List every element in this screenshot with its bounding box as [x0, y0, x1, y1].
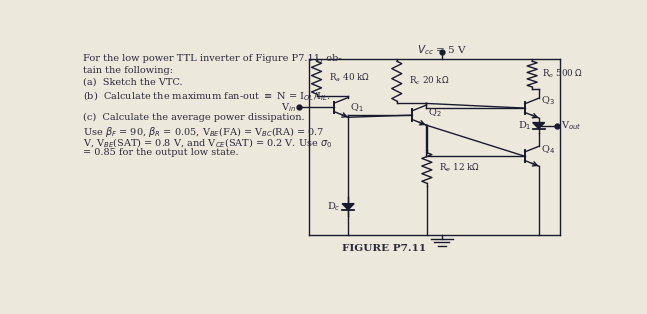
- Text: (b)  Calculate the maximum fan-out $\equiv$ N = I$_{OL}$/I$_{IL}$.: (b) Calculate the maximum fan-out $\equi…: [83, 89, 331, 103]
- Text: Q$_2$: Q$_2$: [428, 106, 441, 119]
- Text: (c)  Calculate the average power dissipation.: (c) Calculate the average power dissipat…: [83, 113, 305, 122]
- Text: V$_{in}$: V$_{in}$: [281, 101, 296, 114]
- Text: $V_{cc}$ = 5 V: $V_{cc}$ = 5 V: [417, 44, 467, 57]
- Text: R$_o$ 500 $\Omega$: R$_o$ 500 $\Omega$: [542, 68, 584, 80]
- Text: Use $\beta_F$ = 90, $\beta_R$ = 0.05, V$_{BE}$(FA) = V$_{BC}$(RA) = 0.7: Use $\beta_F$ = 90, $\beta_R$ = 0.05, V$…: [83, 125, 325, 138]
- Text: R$_c$ 20 k$\Omega$: R$_c$ 20 k$\Omega$: [410, 75, 450, 87]
- Polygon shape: [532, 122, 545, 129]
- Text: V, V$_{BE}$(SAT) = 0.8 V, and V$_{CE}$(SAT) = 0.2 V. Use $\sigma_0$: V, V$_{BE}$(SAT) = 0.8 V, and V$_{CE}$(S…: [83, 136, 333, 150]
- Text: Q$_1$: Q$_1$: [350, 101, 364, 114]
- Text: D$_1$: D$_1$: [518, 119, 531, 132]
- Text: V$_{out}$: V$_{out}$: [561, 119, 582, 132]
- Text: Q$_3$: Q$_3$: [541, 95, 555, 107]
- Text: R$_e$ 12 k$\Omega$: R$_e$ 12 k$\Omega$: [439, 162, 480, 174]
- Text: Q$_4$: Q$_4$: [541, 143, 555, 155]
- Text: tain the following:: tain the following:: [83, 66, 173, 75]
- Text: D$_c$: D$_c$: [327, 200, 340, 213]
- Text: (a)  Sketch the VTC.: (a) Sketch the VTC.: [83, 78, 183, 87]
- Polygon shape: [342, 204, 354, 210]
- Text: = 0.85 for the output low state.: = 0.85 for the output low state.: [83, 148, 239, 157]
- Text: R$_a$ 40 k$\Omega$: R$_a$ 40 k$\Omega$: [329, 71, 370, 84]
- Text: For the low power TTL inverter of Figure P7.11, ob-: For the low power TTL inverter of Figure…: [83, 54, 342, 63]
- Text: FIGURE P7.11: FIGURE P7.11: [342, 244, 426, 253]
